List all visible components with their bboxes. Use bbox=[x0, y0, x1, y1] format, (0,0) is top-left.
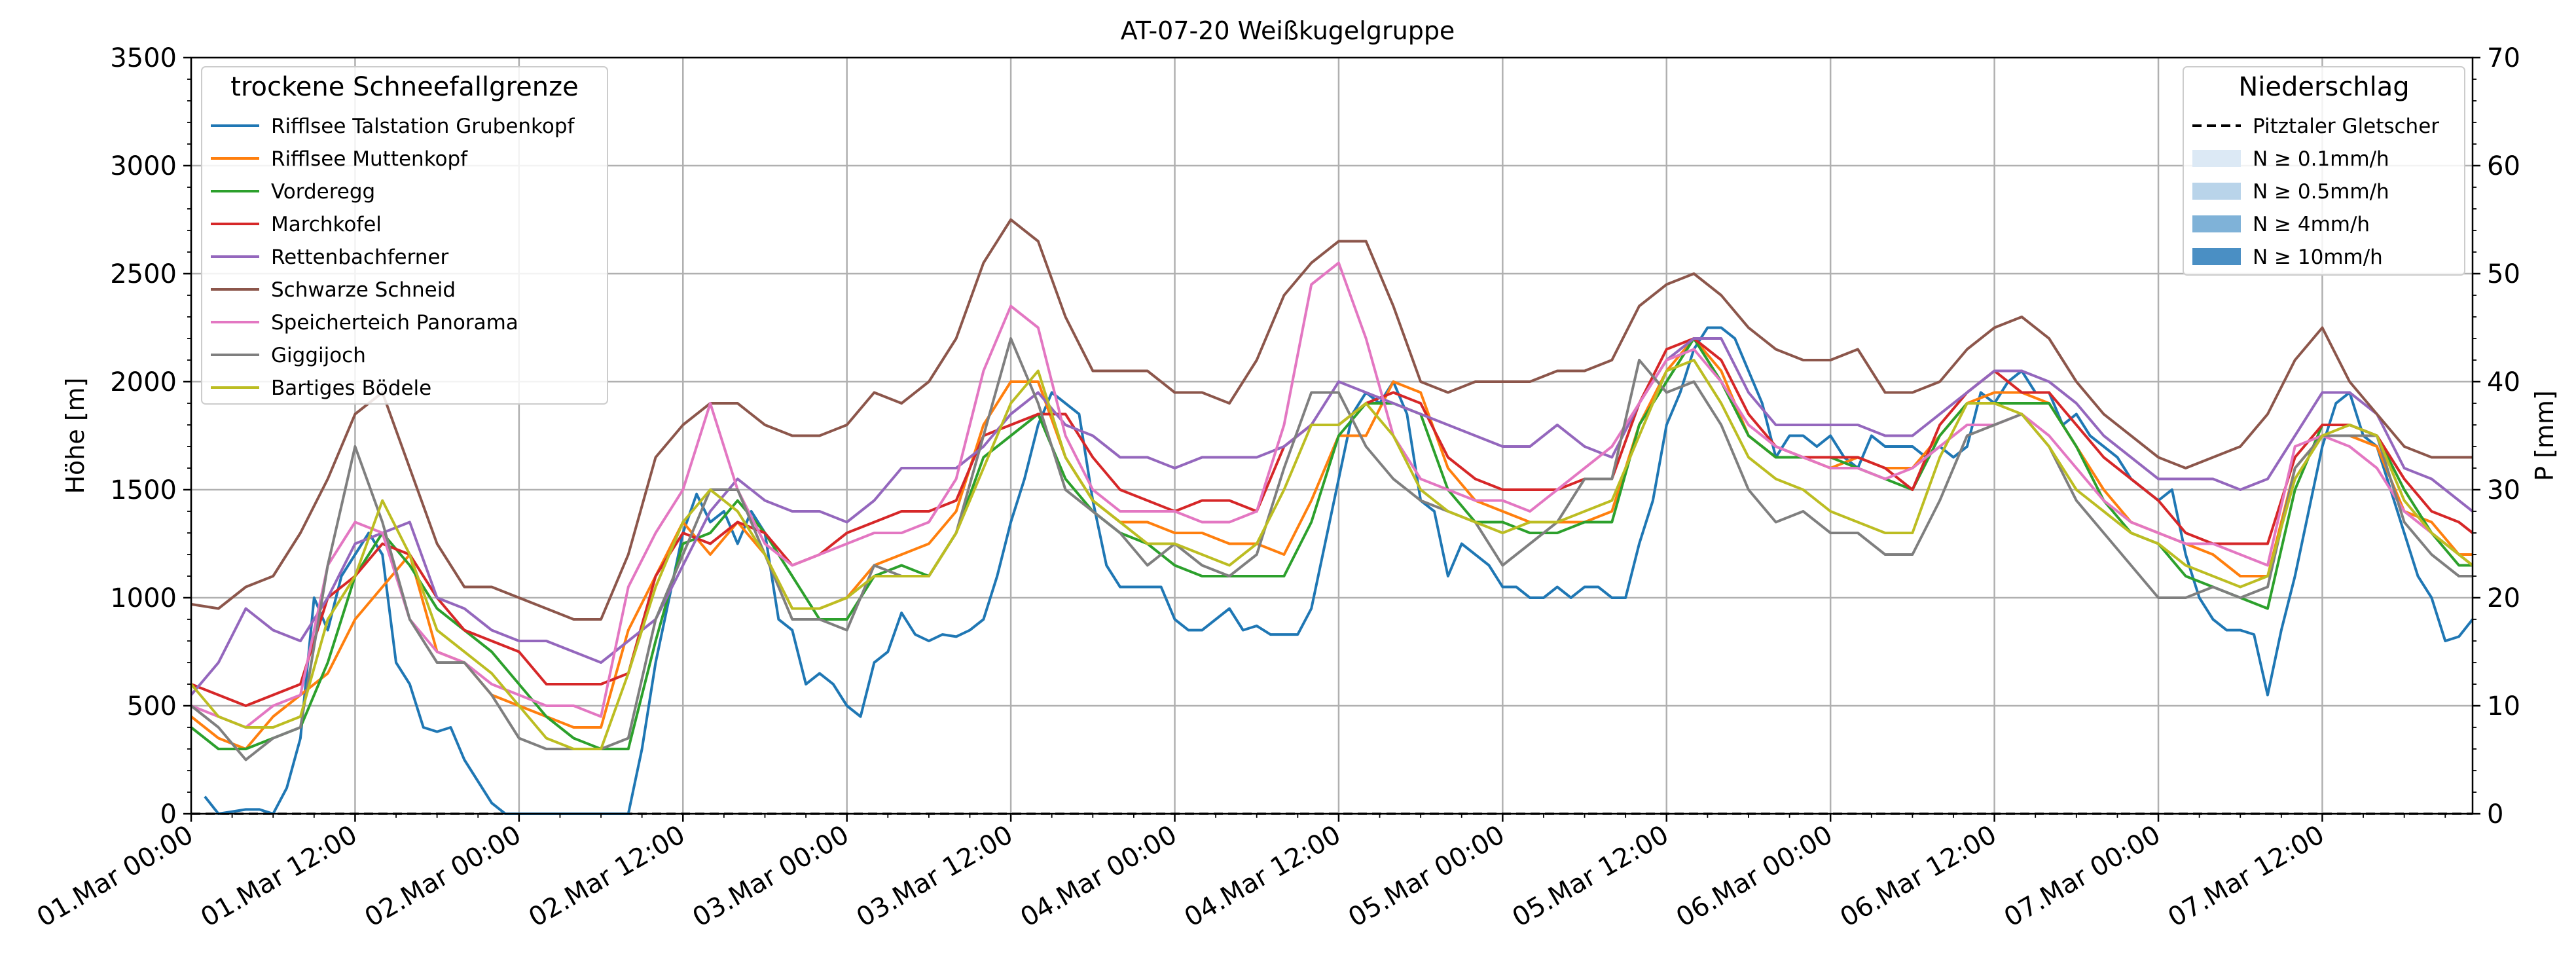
y2-tick-label: 60 bbox=[2487, 151, 2520, 181]
legend-left-title: trockene Schneefallgrenze bbox=[230, 72, 578, 102]
series-line-9 bbox=[190, 359, 2474, 750]
series-line-5 bbox=[190, 337, 2474, 696]
y-tick-label: 3000 bbox=[110, 151, 177, 181]
legend-label-7: Speicherteich Panorama bbox=[271, 311, 518, 335]
y-tick-label: 1000 bbox=[110, 583, 177, 613]
plot-frame bbox=[190, 56, 2474, 815]
legend-label-4: Marchkofel bbox=[271, 213, 382, 236]
y2-tick-label: 30 bbox=[2487, 475, 2520, 505]
legend-right-label-2: N ≥ 0.1mm/h bbox=[2253, 147, 2389, 171]
y-axis-right: 0 10 20 30 40 50 60 70 bbox=[2473, 43, 2520, 830]
y2-tick-label: 40 bbox=[2487, 367, 2520, 397]
legend-label-3: Vorderegg bbox=[271, 180, 375, 204]
legend-right-box bbox=[2183, 66, 2465, 276]
legend-left-box bbox=[201, 66, 608, 405]
y-axis-label: Höhe [m] bbox=[61, 377, 90, 494]
legend-label-5: Rettenbachferner bbox=[271, 246, 449, 269]
series-line-6 bbox=[190, 218, 2473, 621]
y-tick-label: 1500 bbox=[110, 475, 177, 505]
legend-right: Niederschlag Pitztaler Gletscher N ≥ 0.1mm… bbox=[2183, 66, 2465, 276]
legend-right-swatch-5 bbox=[2192, 248, 2241, 265]
legend-right-label-1: Pitztaler Gletscher bbox=[2253, 115, 2439, 138]
legend-right-swatch-4 bbox=[2192, 215, 2241, 232]
legend-right-title: Niederschlag bbox=[2238, 72, 2409, 102]
y-tick-label: 2500 bbox=[110, 259, 177, 289]
y2-axis-label: P [mm] bbox=[2530, 390, 2559, 481]
legend-right-swatch-2 bbox=[2192, 150, 2241, 167]
chart-title: AT-07-20 Weißkugelgruppe bbox=[1121, 16, 1455, 45]
y-tick-label: 3500 bbox=[110, 43, 177, 73]
legend-label-6: Schwarze Schneid bbox=[271, 278, 456, 302]
y2-tick-label: 10 bbox=[2487, 691, 2520, 721]
y-tick-label: 500 bbox=[127, 691, 177, 721]
y2-tick-label: 20 bbox=[2487, 583, 2520, 613]
y2-tick-label: 0 bbox=[2487, 799, 2503, 830]
y2-tick-label: 50 bbox=[2487, 259, 2520, 289]
legend-label-8: Giggijoch bbox=[271, 344, 366, 367]
legend-right-label-3: N ≥ 0.5mm/h bbox=[2253, 180, 2389, 204]
legend-label-2: Rifflsee Muttenkopf bbox=[271, 147, 468, 171]
series-line-7 bbox=[190, 261, 2474, 729]
y-tick-label: 0 bbox=[160, 799, 177, 830]
legend-right-label-4: N ≥ 4mm/h bbox=[2253, 213, 2370, 236]
legend-label-1: Rifflsee Talstation Grubenkopf bbox=[271, 115, 575, 138]
y-axis-left: 0 500 1000 1500 2000 2500 3000 3500 bbox=[110, 43, 191, 830]
y2-tick-label: 70 bbox=[2487, 43, 2520, 73]
y-tick-label: 2000 bbox=[110, 367, 177, 397]
legend-left: trockene Schneefallgrenze Rifflsee Talsta… bbox=[201, 66, 608, 405]
legend-right-label-5: N ≥ 10mm/h bbox=[2253, 246, 2383, 269]
legend-right-swatch-3 bbox=[2192, 183, 2241, 200]
legend-label-9: Bartiges Bödele bbox=[271, 376, 431, 400]
